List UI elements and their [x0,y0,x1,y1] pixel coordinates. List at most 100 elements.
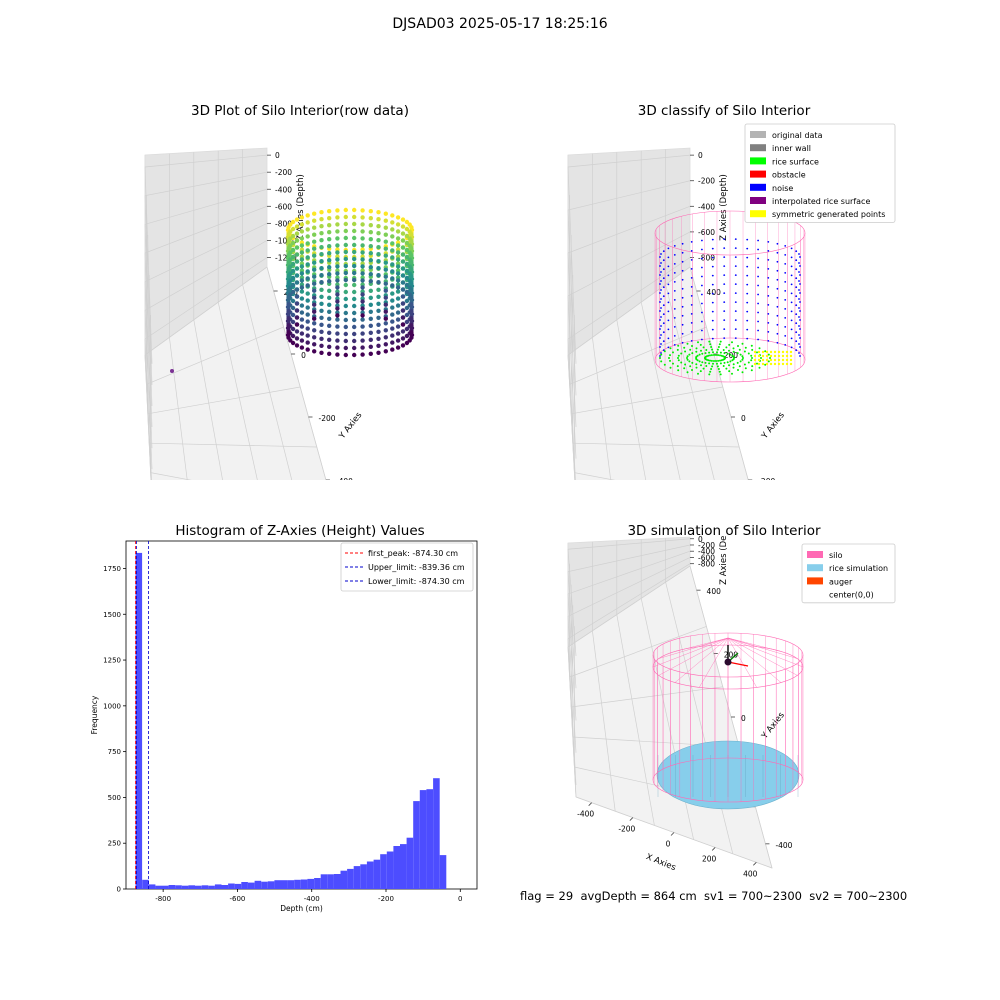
rice-surface-point [726,361,729,364]
rice-surface-point [708,351,711,354]
rice-surface-point [723,352,726,355]
raw-point [288,285,293,290]
raw-point [335,317,340,322]
raw-point [395,310,401,315]
grid-line [144,205,268,428]
noise-point [746,247,749,250]
raw-point [352,289,357,295]
raw-point [288,278,293,283]
noise-point [660,316,662,318]
raw-point [404,226,410,232]
raw-point [312,211,317,216]
legend-label: symmetric generated points [772,210,885,219]
raw-point [395,271,401,276]
z-tick-label: -200 [275,168,292,177]
raw-point [335,243,340,248]
rice-surface-point [659,357,661,359]
noise-point [673,272,676,274]
raw-point [383,253,388,258]
grid-line [616,614,655,826]
raw-point [299,324,305,329]
noise-point [795,331,798,334]
raw-point [290,319,296,325]
rice-surface-point [710,354,713,357]
noise-point [757,257,759,260]
legend-label: center(0,0) [829,591,874,600]
legend-label: obstacle [772,171,806,180]
rice-surface-point [736,352,739,355]
histogram-bar [439,855,447,889]
legend-swatch [750,157,766,165]
noise-point [690,304,693,306]
noise-point [711,328,714,331]
classify-plot-title: 3D classify of Silo Interior [637,103,811,119]
raw-point [335,222,340,227]
noise-point [690,250,693,252]
raw-point [368,272,373,277]
symmetric-point [773,350,777,354]
raw-point [383,274,388,279]
raw-point [409,225,414,230]
raw-point [327,258,332,263]
rice-surface-point [719,340,722,343]
noise-point [659,292,661,294]
raw-point [327,316,332,321]
raw-point [305,269,310,274]
noise-point [667,283,670,286]
rice-surface-point [731,341,733,344]
legend-swatch [750,144,766,152]
histogram-bar [287,880,295,889]
noise-point [790,256,793,259]
raw-point [360,352,365,357]
noise-point [673,326,676,328]
rice-surface-point [713,360,715,362]
noise-point [798,280,800,282]
raw-point [343,317,348,323]
raw-point [305,312,310,317]
rice-surface-point [719,373,722,376]
rice-surface-point [732,347,735,350]
raw-point [305,262,310,267]
rice-surface-point [732,350,735,353]
depth-histogram: -800 -600 -400 -200 0 0 250 500 750 1000 1250 1500 1… [90,540,478,913]
grid-line [567,538,691,657]
noise-point [711,337,714,340]
z-axis-label: Z Axies (Depth) [296,174,306,241]
raw-point [390,305,395,310]
rice-surface-point [744,367,747,370]
noise-point [798,289,800,291]
noise-point [723,301,726,303]
silo-ring [652,757,804,803]
grid-line [592,630,616,812]
noise-point [660,253,662,255]
raw-point [290,298,296,304]
raw-point [288,292,293,297]
noise-point [757,275,759,278]
raw-point [299,243,305,248]
raw-point [404,298,410,304]
raw-point [290,219,296,225]
raw-point [299,289,305,294]
histogram-bar [294,879,301,889]
raw-point [383,295,388,300]
rice-surface-point [660,353,663,356]
noise-point [757,329,759,332]
raw-point [290,268,296,274]
raw-point [360,331,365,336]
noise-point [723,265,726,267]
histogram-bar [247,882,255,889]
raw-point [327,344,332,349]
raw-point [312,302,317,307]
rice-surface-point [697,341,699,344]
histogram-bar [393,846,400,889]
raw-point [352,221,357,227]
noise-point [734,301,737,303]
noise-point [723,337,726,339]
roof-wire [699,637,729,647]
x-tick-label: -600 [229,895,245,903]
rice-surface-point [669,359,671,362]
noise-point [723,292,726,294]
raw-point [368,251,373,256]
raw-point [312,267,317,272]
x-tick [753,862,757,866]
